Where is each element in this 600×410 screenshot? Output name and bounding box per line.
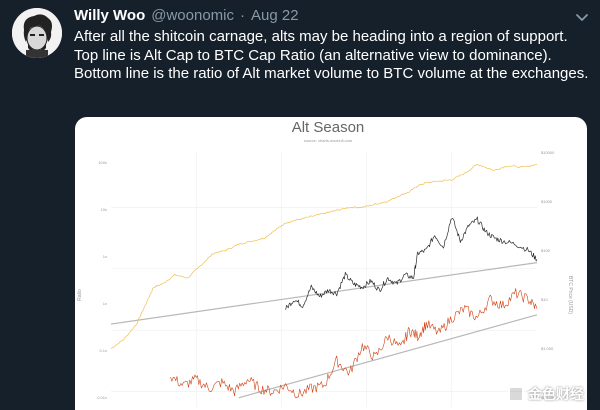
- chevron-down-icon[interactable]: [574, 9, 590, 25]
- tweet-header: Willy Woo @woonomic · Aug 22: [74, 7, 299, 27]
- y-tick-label-left: 100x: [98, 160, 107, 165]
- y-ticks-left: 100x 10x 1x 1x 0.1x 0.01x: [97, 160, 107, 400]
- tweet-date[interactable]: Aug 22: [251, 7, 299, 24]
- separator-dot: ·: [240, 7, 246, 24]
- y-axis-label-right: BTC Price (USD): [567, 276, 573, 314]
- y-tick-label-right: $100: [541, 248, 551, 253]
- series-line-alt-cap-ratio: [285, 216, 538, 310]
- watermark: 金色财经: [508, 384, 584, 404]
- chart-subtitle: source: charts.woobull.com: [304, 138, 353, 143]
- y-tick-label-left: 1x: [103, 254, 107, 259]
- y-axis-label-left: Ratio: [77, 289, 83, 301]
- tweet-text: After all the shitcoin carnage, alts may…: [74, 28, 589, 82]
- y-tick-label-left: 10x: [101, 207, 107, 212]
- series-line-btc-price: [110, 163, 538, 349]
- series-line-alt-volume-ratio: [170, 288, 538, 399]
- author-name[interactable]: Willy Woo: [74, 7, 146, 24]
- avatar-portrait: [12, 8, 62, 58]
- support-lines: [110, 262, 538, 399]
- chart-svg: Alt Season source: charts.woobull.com Ra…: [77, 119, 573, 407]
- y-tick-label-right: $1.000: [541, 346, 554, 351]
- y-tick-label-right: $10000: [541, 150, 555, 155]
- chart-series: [110, 163, 538, 399]
- author-avatar[interactable]: [12, 8, 62, 58]
- tweet-media-chart[interactable]: Alt Season source: charts.woobull.com Ra…: [75, 117, 587, 410]
- y-tick-label-left: 0.1x: [99, 348, 107, 353]
- y-tick-label-right: $1000: [541, 199, 553, 204]
- y-tick-label-right: $0.100: [541, 395, 554, 400]
- y-ticks-right: $10000 $1000 $100 $10 $1.000 $0.100: [541, 150, 555, 400]
- watermark-logo-icon: [508, 386, 524, 402]
- y-tick-label-left: 1x: [103, 301, 107, 306]
- chart-grid: [111, 152, 537, 407]
- support-trend-line: [238, 314, 538, 399]
- support-trend-line: [110, 262, 538, 325]
- watermark-text: 金色财经: [528, 386, 584, 402]
- y-tick-label-left: 0.01x: [97, 395, 107, 400]
- author-handle[interactable]: @woonomic: [151, 7, 235, 24]
- y-tick-label-right: $10: [541, 297, 548, 302]
- chart-title: Alt Season: [292, 119, 365, 136]
